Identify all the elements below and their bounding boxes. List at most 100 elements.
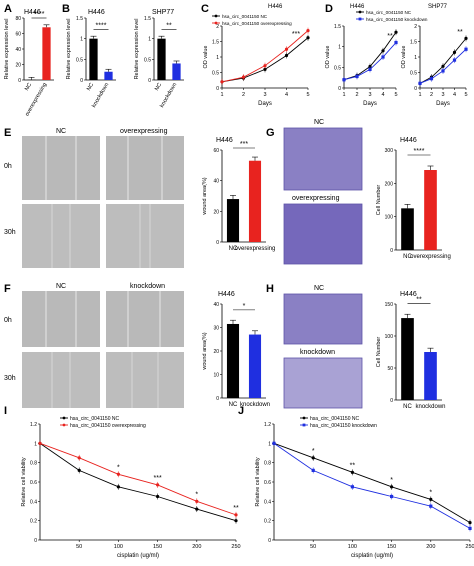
c-legend-marker-0: [214, 14, 218, 18]
header-g-cellline: H446: [400, 137, 417, 144]
f-ytick-label-2: 20: [213, 349, 219, 355]
i-series-0-point-1: [77, 468, 81, 472]
a-ytick-label-1: 20: [15, 63, 21, 69]
e-col-overexpressing: overexpressing: [120, 128, 168, 135]
g-transwell-overexpressing: [283, 203, 363, 265]
j-series-0-point-1: [311, 456, 315, 460]
i-ytick-label-3: 0.6: [30, 480, 37, 486]
b1-bar-0: [89, 38, 98, 80]
e-micrograph-ov-0h: [106, 136, 184, 200]
e-ytick-label-1: 20: [213, 209, 219, 215]
c-series-0-point-2: [263, 67, 267, 71]
b2-bar-0: [157, 38, 166, 80]
c-sig-label: ***: [292, 31, 300, 38]
a-ytick-label-3: 60: [15, 32, 21, 38]
h-ytick-label-3: 150: [385, 302, 394, 308]
f-ylabel: wound area(%): [202, 332, 208, 370]
j-ylabel: Relative cell viability: [255, 457, 261, 506]
c-ylabel: OD value: [203, 46, 209, 69]
f-row-30h: 30h: [4, 375, 16, 382]
h-transwell-nc: [283, 293, 363, 345]
d2-xtick-label-4: 5: [464, 92, 467, 98]
c-legend-label-0: hsa_circ_0041150 NC: [222, 14, 268, 19]
h-ytick-label-1: 50: [387, 366, 393, 372]
d2-series-0-point-4: [464, 36, 468, 41]
i-legend-label-1: hsa_circ_0041150 overexpressing: [70, 423, 146, 429]
h-top-label: NC: [314, 285, 324, 292]
g-ytick-label-2: 200: [385, 181, 394, 187]
i-series-1-point-3: [156, 483, 160, 487]
c-xtick-label-1: 2: [242, 92, 245, 98]
d2-series-1-point-3: [452, 58, 457, 62]
g-xtick-label-1: overexpressing: [410, 254, 451, 260]
b1-bar-1: [104, 71, 113, 80]
f-sig-label: *: [243, 303, 246, 310]
d2-series-1-point-4: [464, 47, 468, 51]
i-sig-star-1: ***: [154, 475, 162, 482]
d1-series-0-point-3: [381, 49, 385, 53]
j-xtick-label-3: 200: [426, 544, 435, 550]
b2-ytick-label-2: 1: [148, 37, 151, 43]
c-xtick-label-4: 5: [306, 92, 309, 98]
b1-ytick-label-3: 1.5: [76, 16, 83, 22]
d1-series-1-point-3: [381, 55, 385, 59]
i-xtick-label-0: 50: [76, 544, 82, 550]
j-legend-label-0: hsa_circ_0041150 NC: [310, 416, 359, 422]
g-top-label: NC: [314, 119, 324, 126]
f-col-nc: NC: [56, 283, 66, 290]
e-col-nc: NC: [56, 128, 66, 135]
i-ytick-label-2: 0.4: [30, 499, 37, 505]
f-ytick-label-0: 0: [216, 396, 219, 402]
panel-letter-j: J: [238, 405, 244, 417]
j-legend-marker-1: [302, 423, 306, 427]
i-series-1-point-0: [38, 441, 42, 445]
j-ytick-label-4: 0.8: [264, 461, 271, 467]
e-row-30h: 30h: [4, 229, 16, 236]
e-micrograph-nc-0h: [22, 136, 100, 200]
c-series-1-point-4: [306, 29, 310, 33]
panel-letter-i: I: [4, 405, 7, 417]
d2-xtick-label-0: 1: [418, 92, 421, 98]
i-series-1-point-4: [195, 499, 199, 503]
panel-letter-b: B: [62, 3, 70, 15]
g-ytick-label-3: 300: [385, 148, 394, 154]
c-series-line-1: [221, 30, 309, 83]
f-ytick-label-1: 10: [213, 373, 219, 379]
b1-ytick-label-2: 1: [80, 37, 83, 43]
c-legend-marker-1: [214, 21, 218, 25]
g-xtick-label-0: NC: [403, 254, 412, 260]
j-ytick-label-6: 1.2: [264, 422, 271, 428]
b1-xtick-label-0: NC: [86, 82, 95, 92]
d1-ytick-label-1: 0.5: [334, 65, 341, 71]
c-series-0-point-3: [284, 53, 289, 58]
f-col-knockdown: knockdown: [130, 283, 165, 290]
d2-series-1-point-1: [429, 77, 434, 81]
j-series-1-point-5: [468, 526, 472, 530]
c-ytick-label-2: 1: [216, 55, 219, 61]
j-series-1-point-0: [272, 441, 276, 445]
j-series-0-point-4: [429, 497, 433, 501]
j-sig-star-2: *: [390, 477, 393, 484]
d1-ylabel: OD value: [325, 46, 331, 69]
j-xtick-label-0: 50: [310, 544, 316, 550]
header-c-cellline: H446: [268, 4, 283, 10]
c-legend-label-1: hsa_circ_0041150 overexpressing: [222, 21, 292, 26]
j-ytick-label-0: 0: [268, 538, 271, 544]
d2-ylabel: OD value: [401, 46, 407, 69]
j-xtick-label-1: 100: [348, 544, 357, 550]
h-ylabel: Cell Number: [376, 337, 382, 368]
d1-xtick-label-2: 3: [368, 92, 371, 98]
b2-ylabel: Relative expression level: [134, 19, 140, 80]
g-sig-label: ****: [414, 148, 425, 155]
header-d-cellline: H446: [350, 4, 365, 10]
d1-series-1-point-2: [368, 67, 372, 71]
a-ylabel: Relative expression level: [4, 19, 10, 80]
f-bar-1: [248, 334, 262, 398]
c-series-1-point-0: [220, 80, 224, 84]
header-b-cellline-2: SHP77: [152, 9, 174, 16]
b1-ytick-label-1: 0.5: [76, 57, 83, 63]
j-series-line-0: [273, 442, 471, 523]
c-xtick-label-2: 3: [263, 92, 266, 98]
i-series-0-point-3: [156, 494, 160, 499]
